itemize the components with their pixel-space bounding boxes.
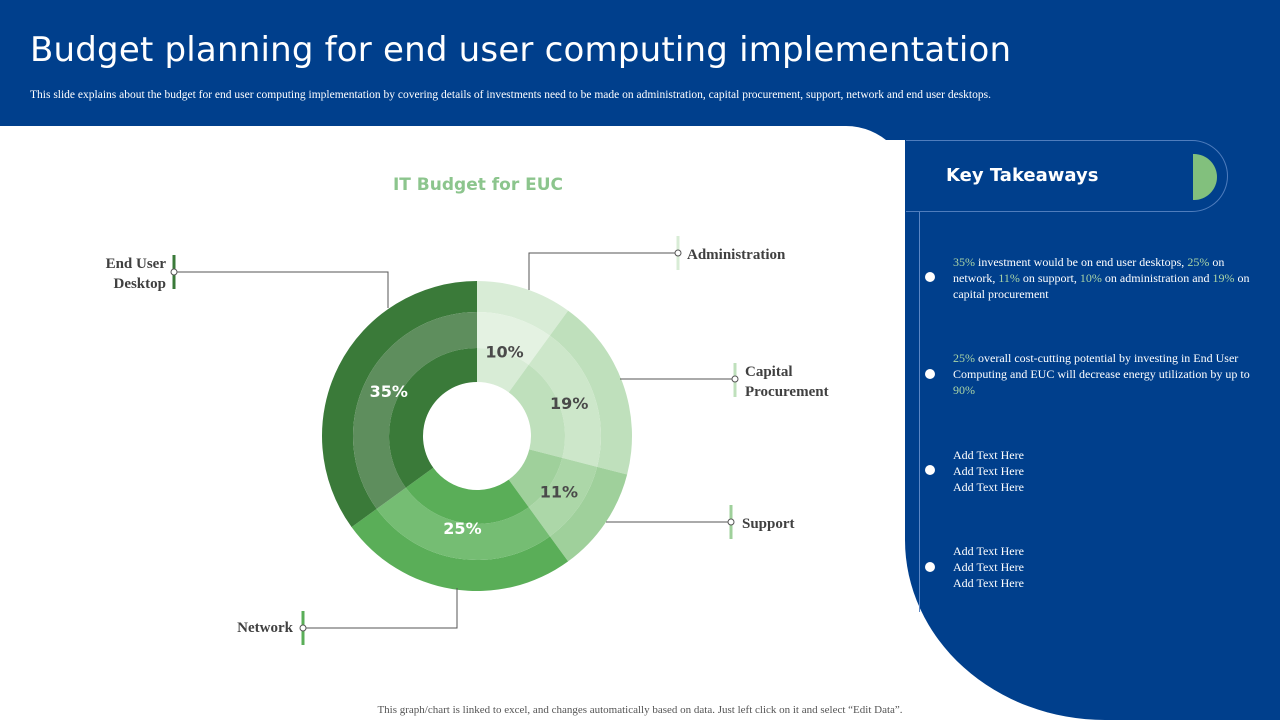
page-title: Budget planning for end user computing i… (30, 30, 1012, 70)
timeline-dot (925, 562, 935, 572)
footer-note: This graph/chart is linked to excel, and… (377, 704, 903, 716)
slice-end-user-desktop (353, 312, 477, 509)
takeaways-panel (905, 126, 1280, 720)
slice-administration (477, 348, 529, 393)
slice-administration (477, 281, 569, 336)
data-label: 35% (370, 382, 408, 401)
category-label: Administration (687, 247, 786, 263)
slice-capital-procurement (528, 335, 601, 467)
category-label: Network (237, 620, 293, 636)
label-node (299, 624, 307, 632)
timeline-line (919, 212, 920, 612)
category-label-line: Network (237, 620, 293, 636)
category-label-line: Support (742, 516, 795, 532)
category-label-line: Procurement (745, 384, 829, 400)
placeholder-text: Add Text Here (953, 448, 1024, 462)
label-node (731, 375, 739, 383)
slice-administration (477, 312, 550, 365)
slice-network (405, 467, 529, 524)
slice-end-user-desktop (389, 347, 477, 488)
slice-network (376, 487, 550, 560)
slice-capital-procurement (549, 310, 632, 475)
chart-title: IT Budget for EUC (392, 175, 564, 195)
slice-support (528, 457, 598, 537)
label-node (170, 268, 178, 276)
label-node (727, 518, 735, 526)
placeholder-text: Add Text Here (953, 464, 1024, 478)
timeline-dot (925, 369, 935, 379)
connector-line (303, 588, 458, 629)
takeaway-item-2: 25% overall cost-cutting potential by in… (953, 351, 1250, 397)
slice-end-user-desktop (322, 281, 477, 528)
data-label: 10% (485, 342, 523, 361)
category-label-line: Desktop (113, 276, 166, 292)
slice-network (351, 508, 569, 591)
timeline-dot (925, 272, 935, 282)
slice-support (508, 449, 563, 508)
connector-line (174, 271, 389, 308)
page-subtitle: This slide explains about the budget for… (30, 89, 991, 101)
placeholder-text: Add Text Here (953, 560, 1024, 574)
label-node (674, 249, 682, 257)
takeaway-item-1: 35% investment would be on end user desk… (953, 255, 1250, 301)
placeholder-text: Add Text Here (953, 576, 1024, 590)
takeaway-item-3: Add Text Here Add Text Here Add Text Her… (953, 447, 1253, 495)
category-label-line: End User (106, 256, 167, 272)
slice-capital-procurement (508, 364, 565, 458)
placeholder-text: Add Text Here (953, 544, 1024, 558)
data-label: 11% (540, 483, 578, 502)
takeaways-title: Key Takeaways (946, 165, 1099, 186)
data-label: 25% (443, 519, 481, 538)
category-label: End User Desktop (106, 256, 167, 292)
header-banner (0, 0, 1280, 140)
timeline-dot (925, 465, 935, 475)
data-label: 19% (550, 394, 588, 413)
takeaway-item-4: Add Text Here Add Text Here Add Text Her… (953, 543, 1253, 591)
placeholder-text: Add Text Here (953, 480, 1024, 494)
category-label-line: Administration (687, 247, 786, 263)
category-label: Support (742, 516, 795, 532)
takeaways-header-pill (906, 140, 1228, 212)
category-label: Capital Procurement (745, 364, 829, 400)
category-label-line: Capital (745, 364, 793, 380)
chart-card (0, 126, 910, 726)
slice-support (549, 466, 628, 562)
connector-line (528, 252, 678, 290)
